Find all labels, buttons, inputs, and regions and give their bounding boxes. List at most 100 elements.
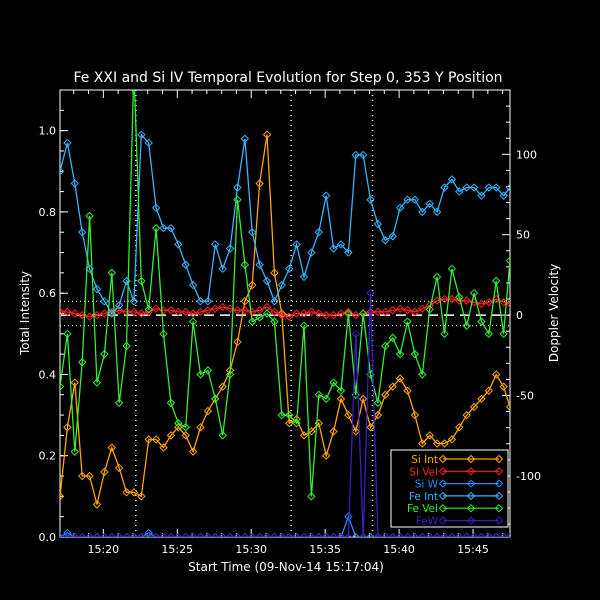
series-point-si-vel: [373, 307, 383, 317]
series-point-few: [85, 532, 94, 537]
series-point-si-vel: [410, 307, 420, 317]
series-point-si-int: [248, 280, 257, 290]
series-point-si-vel: [395, 304, 405, 313]
series-point-si-int: [70, 378, 79, 387]
legend-marker: [494, 516, 504, 525]
series-point-fe-vel: [455, 293, 464, 302]
series-point-si-int: [373, 410, 383, 420]
legend-marker: [438, 479, 448, 488]
series-point-fe-vel: [203, 366, 213, 375]
series-point-si-int: [469, 402, 479, 412]
series-point-fe-vel: [321, 394, 331, 404]
series-point-si-int: [181, 431, 190, 440]
y-left-tick-label: 0.4: [39, 368, 57, 381]
series-point-fe-vel: [63, 329, 72, 339]
series-point-si-int: [381, 390, 390, 399]
series-point-fe-vel: [285, 410, 294, 420]
series-point-fe-vel: [144, 305, 153, 314]
series-point-few: [321, 532, 331, 537]
series-point-fe-vel: [299, 321, 309, 330]
series-point-si-vel: [351, 310, 360, 320]
series-point-si-vel: [270, 307, 279, 317]
series-point-fe-int: [455, 187, 464, 196]
y-left-tick-label: 1.0: [39, 125, 57, 138]
series-point-si-vel: [240, 306, 250, 315]
series-point-si-vel: [129, 307, 139, 317]
series-point-fe-vel: [418, 370, 427, 379]
series-point-fe-int: [248, 228, 257, 237]
series-point-fe-vel: [174, 419, 183, 428]
legend-label: Fe Vel: [407, 503, 438, 515]
series-point-fe-int: [270, 297, 279, 306]
series-point-si-int: [499, 382, 508, 391]
series-point-few: [351, 329, 360, 339]
series-point-fe-int: [499, 191, 508, 200]
series-point-fe-vel: [225, 370, 235, 379]
series-point-si-int: [440, 439, 449, 448]
series-point-fe-vel: [477, 317, 486, 326]
series-point-fe-vel: [307, 492, 316, 501]
series-point-fe-int: [262, 276, 272, 286]
series-point-si-int: [240, 297, 250, 306]
series-point-fe-vel: [403, 317, 412, 326]
y-right-tick-label: 0: [516, 309, 523, 322]
series-point-si-vel: [418, 304, 427, 313]
series-point-few: [505, 532, 510, 537]
series-point-few: [211, 532, 220, 537]
series-point-fe-int: [336, 240, 346, 249]
series-point-fe-vel: [432, 272, 442, 282]
legend-label: Si W: [415, 479, 439, 491]
series-point-si-int: [233, 337, 242, 347]
series-point-si-vel: [277, 310, 287, 320]
series-point-few: [181, 532, 190, 537]
series-point-fe-vel: [469, 288, 479, 298]
series-point-few: [388, 532, 397, 537]
series-point-si-int: [85, 471, 94, 481]
series-point-fe-int: [395, 203, 405, 213]
legend-marker: [494, 503, 504, 513]
series-point-si-int: [425, 431, 434, 440]
series-point-fe-int: [211, 240, 220, 249]
series-point-si-int: [505, 402, 510, 412]
series-point-fe-int: [477, 191, 486, 200]
series-point-few: [344, 532, 353, 537]
series-point-few: [225, 532, 235, 537]
series-point-few: [166, 532, 176, 537]
series-point-fe-int: [418, 207, 427, 217]
series-point-fe-vel: [440, 329, 449, 339]
series-point-few: [381, 532, 390, 537]
series-point-fe-int: [181, 260, 190, 269]
series-point-fe-vel: [410, 349, 420, 359]
series-point-fe-vel: [277, 410, 287, 420]
series-point-si-int: [321, 451, 331, 460]
series-point-fe-int: [425, 199, 434, 208]
series-point-fe-vel: [166, 398, 176, 408]
series-point-si-int: [166, 431, 176, 440]
series-point-few: [122, 532, 131, 537]
series-point-fe-int: [92, 284, 102, 294]
series-point-few: [107, 532, 116, 537]
series-point-fe-int: [410, 195, 420, 204]
series-point-fe-int: [77, 228, 87, 237]
series-point-fe-int: [255, 260, 264, 269]
legend-marker: [466, 479, 476, 488]
series-point-few: [425, 532, 434, 537]
series-point-si-vel: [314, 309, 323, 318]
series-point-si-int: [107, 443, 116, 452]
legend-marker: [438, 503, 448, 513]
series-point-few: [233, 532, 242, 537]
legend-label: Fe Int: [409, 491, 438, 503]
series-point-fe-int: [218, 264, 227, 274]
legend-label: Si Vel: [409, 466, 438, 478]
series-point-few: [292, 532, 301, 537]
series-point-fe-vel: [70, 447, 79, 456]
series-point-fe-vel: [122, 341, 131, 351]
series-point-fe-int: [366, 195, 375, 204]
legend-marker: [466, 454, 476, 464]
series-point-fe-int: [469, 183, 479, 192]
series-point-few: [262, 532, 272, 537]
series-point-si-vel: [307, 307, 316, 317]
series-point-si-vel: [188, 309, 198, 318]
series-point-fe-int: [63, 138, 72, 148]
series-point-si-int: [388, 382, 397, 391]
